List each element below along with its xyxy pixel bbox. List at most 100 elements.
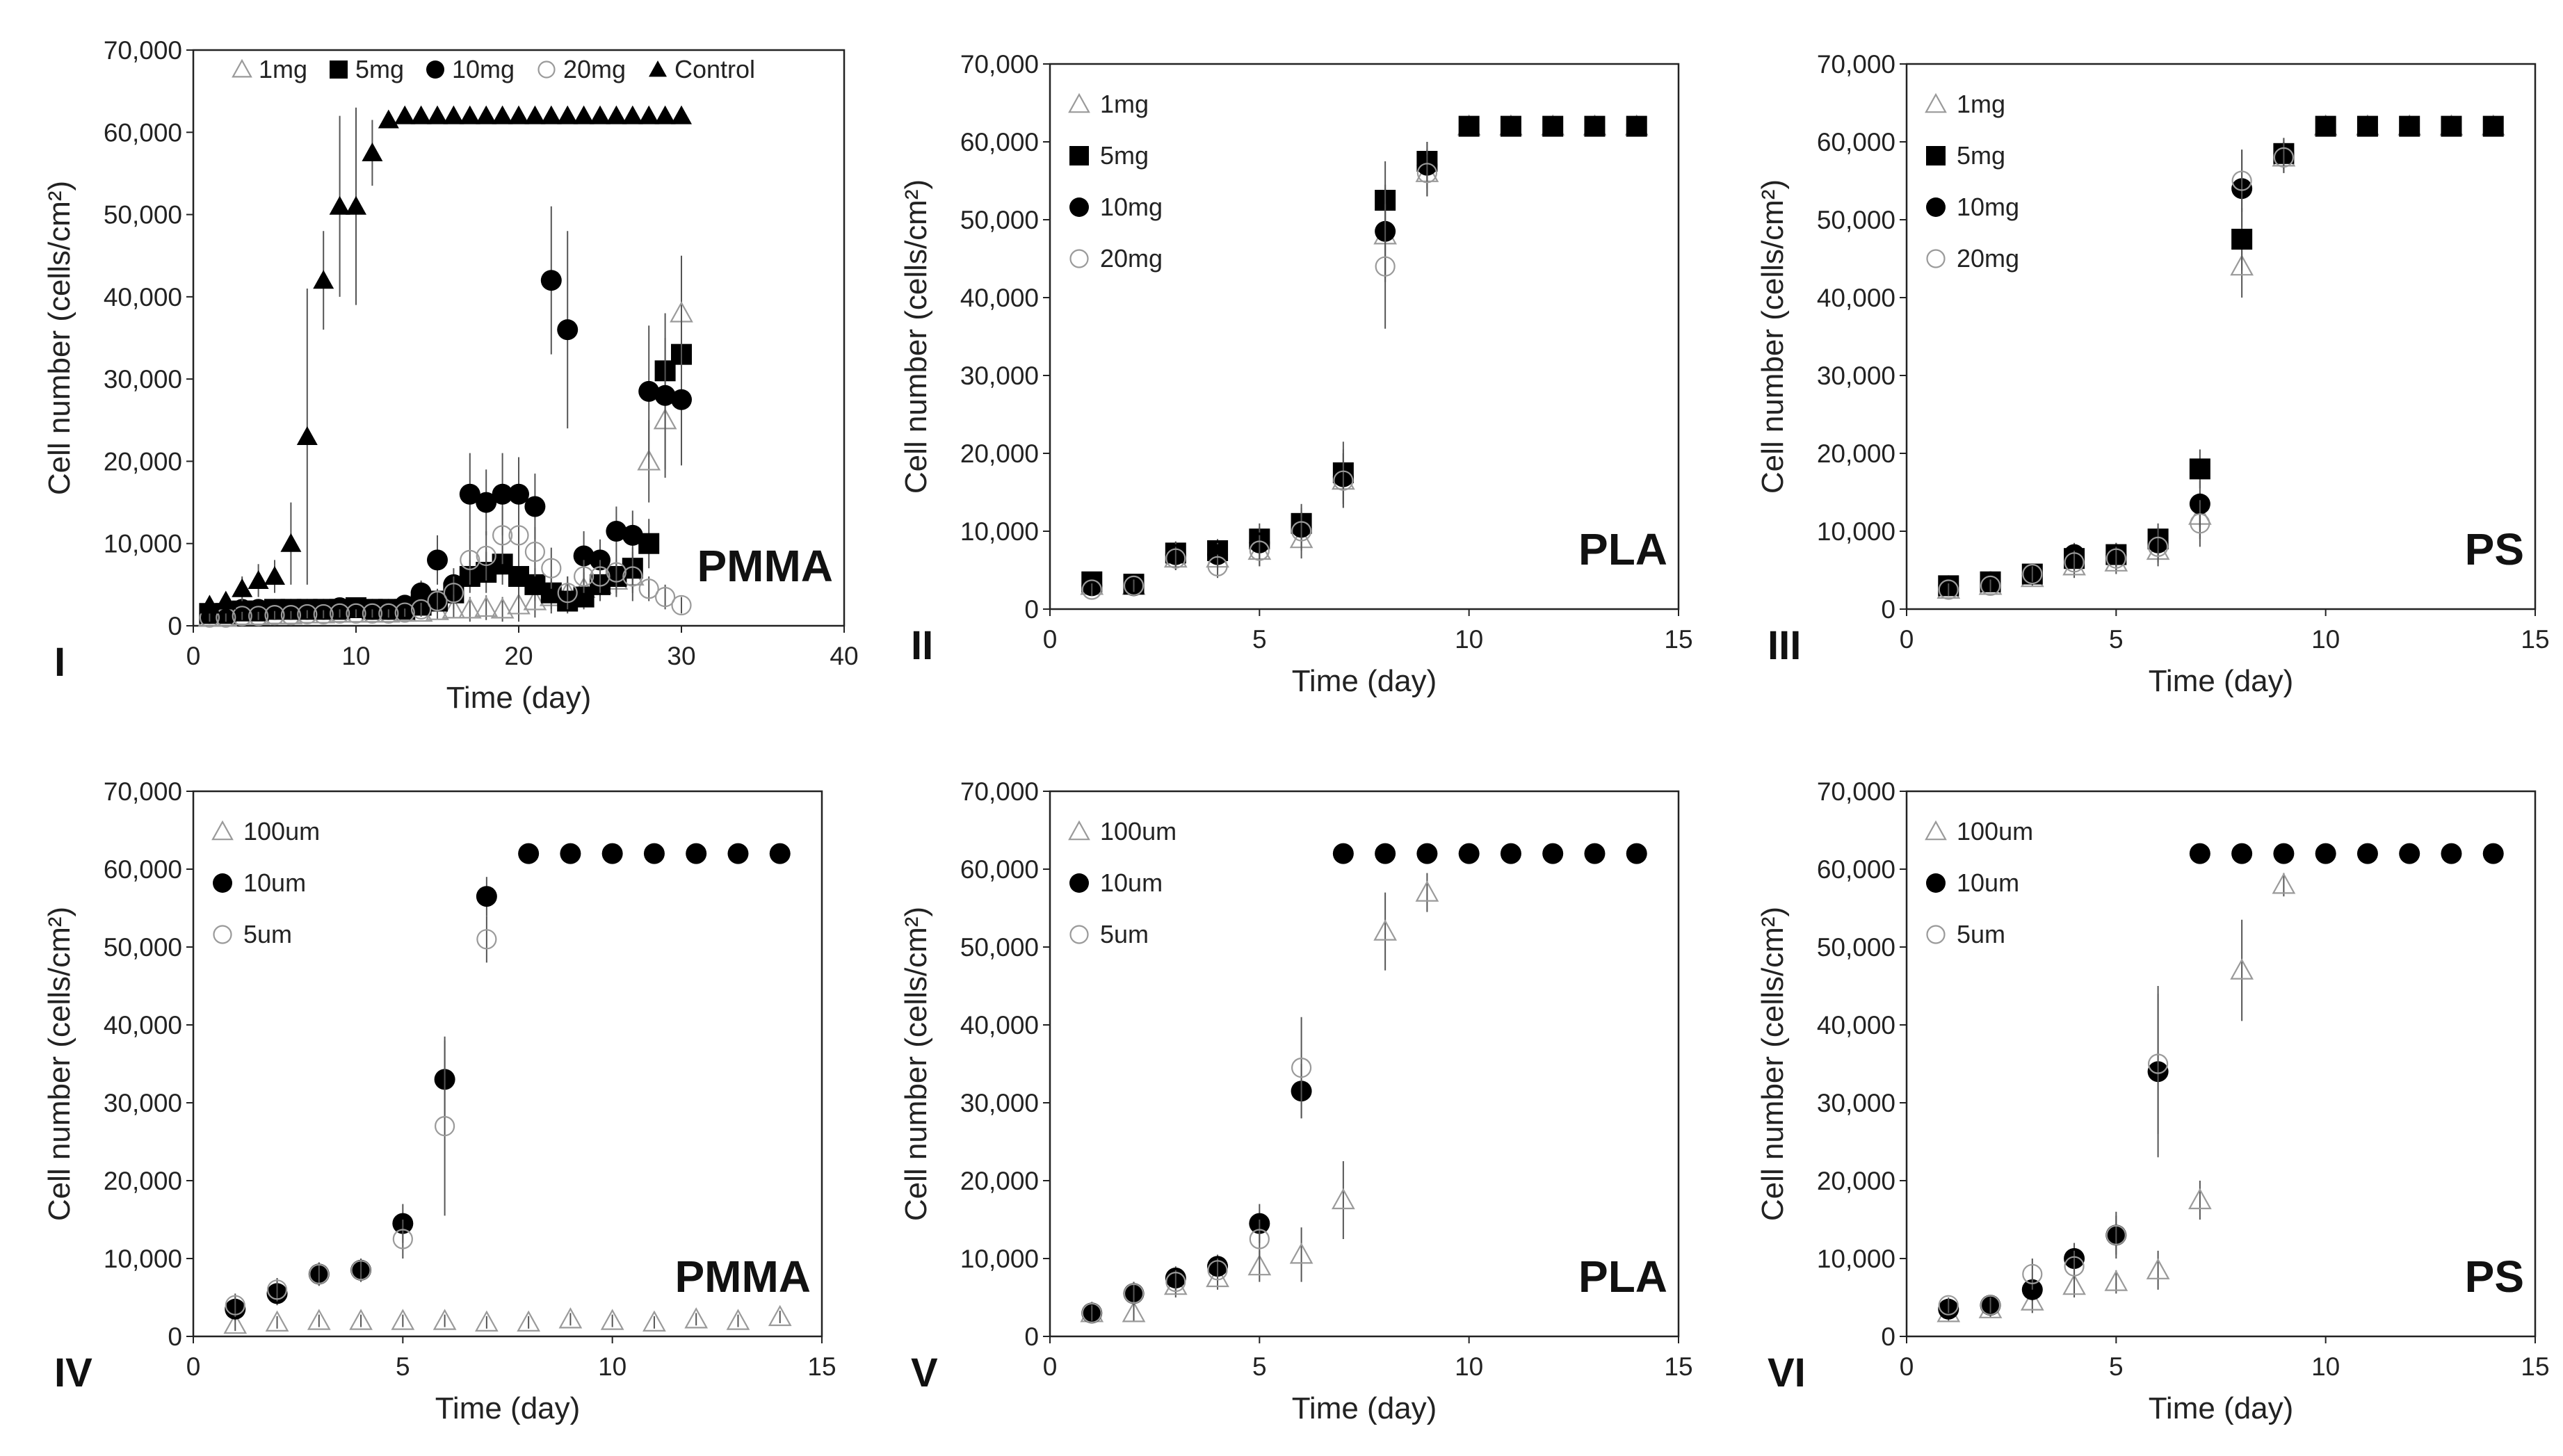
- data-point: [2146, 1258, 2170, 1279]
- y-tick-label: 10,000: [104, 530, 182, 558]
- x-tick-label: 15: [1664, 625, 1692, 654]
- data-point: [638, 105, 660, 124]
- data-point: [1458, 115, 1480, 137]
- data-point: [307, 1309, 331, 1330]
- data-point: [573, 566, 595, 587]
- y-axis-label: Cell number (cells/cm²): [1756, 907, 1790, 1221]
- data-point: [557, 583, 578, 604]
- data-point: [606, 105, 627, 124]
- y-axis-label: Cell number (cells/cm²): [899, 907, 933, 1221]
- y-tick-label: 70,000: [960, 777, 1039, 806]
- data-point: [1165, 1271, 1186, 1293]
- data-point: [524, 105, 546, 124]
- data-point: [2356, 843, 2378, 864]
- data-point: [443, 105, 464, 124]
- series-10um: [225, 843, 791, 1321]
- series-20mg: [1081, 149, 1437, 600]
- data-point: [2315, 843, 2336, 864]
- data-point: [346, 603, 366, 624]
- legend-marker-5mg: [330, 60, 348, 79]
- data-point: [1207, 556, 1228, 577]
- legend-label: Control: [674, 55, 755, 83]
- y-tick-label: 50,000: [1817, 206, 1895, 234]
- data-point: [2189, 843, 2210, 864]
- data-point: [1416, 843, 1438, 864]
- x-tick-label: 0: [1043, 1352, 1058, 1381]
- y-tick-label: 20,000: [1817, 439, 1895, 468]
- data-point: [442, 597, 466, 619]
- series-100um: [1937, 873, 2296, 1322]
- series-10mg: [199, 206, 692, 624]
- data-point: [1291, 1057, 1312, 1078]
- plot-area: [1049, 790, 1680, 1338]
- legend-label: 20mg: [1957, 244, 2019, 273]
- data-point: [2189, 458, 2210, 480]
- material-label: PLA: [1578, 1252, 1667, 1302]
- plot-area: [1049, 63, 1680, 610]
- data-point: [1122, 1301, 1146, 1322]
- panel-II: 0 10,000 20,000 30,000 40,000 50,000 60,000 70,…: [899, 50, 1693, 698]
- data-point: [248, 599, 269, 620]
- legend-label: 20mg: [1100, 244, 1163, 273]
- series-10um: [1938, 843, 2504, 1320]
- data-point: [2272, 873, 2296, 894]
- x-axis-label: Time (day): [2149, 664, 2294, 698]
- data-point: [427, 105, 448, 124]
- data-point: [2190, 513, 2210, 534]
- data-point: [232, 599, 253, 620]
- data-point: [280, 533, 302, 552]
- data-point: [265, 1310, 289, 1332]
- panel-roman-numeral: II: [911, 623, 933, 668]
- data-point: [1249, 1229, 1270, 1249]
- legend-label: 10um: [1100, 868, 1163, 897]
- data-point: [434, 1115, 455, 1137]
- data-point: [2482, 115, 2504, 137]
- data-point: [1415, 880, 1439, 902]
- data-point: [1081, 1302, 1102, 1324]
- material-label: PLA: [1578, 524, 1667, 574]
- data-point: [264, 599, 285, 620]
- data-point: [2020, 1289, 2044, 1311]
- data-point: [727, 843, 749, 864]
- data-point: [2231, 229, 2253, 250]
- data-point: [280, 605, 301, 626]
- x-tick-label: 0: [186, 642, 201, 670]
- data-point: [474, 595, 499, 617]
- y-tick-label: 20,000: [1817, 1167, 1895, 1195]
- legend-label: 10um: [243, 868, 306, 897]
- data-point: [460, 549, 480, 570]
- data-point: [490, 597, 515, 619]
- panel-roman-numeral: IV: [54, 1350, 92, 1396]
- data-point: [199, 594, 220, 614]
- y-tick-label: 0: [1024, 1322, 1039, 1351]
- data-point: [508, 525, 529, 546]
- data-point: [638, 380, 660, 402]
- data-point: [248, 606, 269, 626]
- data-point: [2231, 843, 2253, 864]
- legend-marker-10um: [213, 873, 232, 893]
- data-point: [1331, 1188, 1355, 1210]
- data-point: [474, 1310, 499, 1332]
- series-20mg: [1938, 142, 2294, 600]
- y-tick-label: 10,000: [1817, 517, 1895, 546]
- panel-roman-numeral: III: [1768, 623, 1801, 668]
- data-point: [726, 1309, 750, 1330]
- x-tick-label: 10: [1455, 625, 1483, 654]
- legend-label: 100um: [1100, 817, 1177, 846]
- data-point: [2231, 170, 2252, 191]
- data-point: [391, 1309, 415, 1330]
- data-point: [215, 590, 236, 610]
- legend-label: 10mg: [1957, 193, 2019, 221]
- legend-marker-10mg: [1069, 197, 1089, 217]
- data-point: [523, 589, 547, 610]
- y-tick-label: 40,000: [1817, 284, 1895, 312]
- data-point: [296, 426, 318, 445]
- x-tick-label: 0: [186, 1352, 201, 1381]
- data-point: [225, 1295, 245, 1316]
- panel-roman-numeral: V: [911, 1350, 938, 1396]
- y-tick-label: 40,000: [1817, 1011, 1895, 1040]
- x-tick-label: 15: [1664, 1352, 1692, 1381]
- data-point: [476, 886, 497, 907]
- data-point: [557, 319, 579, 341]
